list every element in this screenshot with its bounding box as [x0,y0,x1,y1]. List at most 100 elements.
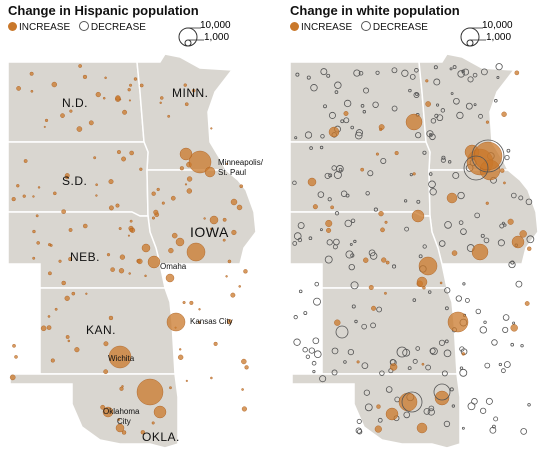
increase-circle [122,109,128,115]
decrease-circle [365,191,370,196]
decrease-circle [311,360,317,366]
increase-circle [182,301,186,304]
increase-circle [405,113,423,131]
decrease-circle [319,375,327,383]
decrease-circle [428,180,436,189]
decrease-circle [350,125,354,130]
increase-circle [127,88,131,92]
increase-circle [183,83,187,87]
decrease-circle [319,145,324,150]
increase-circle [185,379,188,382]
increase-circle [511,235,525,249]
decrease-circle [293,315,298,320]
decrease-circle [465,102,473,110]
decrease-circle [463,155,489,181]
hispanic-change-circles [9,64,249,435]
increase-circle [140,430,145,435]
decrease-circle [472,72,478,78]
increase-circle [121,430,127,435]
increase-circle [446,192,458,204]
size-scale: 10,000 1,000 [176,20,256,50]
decrease-circle [433,65,438,70]
decrease-circle [452,171,460,179]
decrease-circle [297,222,305,229]
decrease-circle [324,172,331,179]
increase-circle [153,209,159,215]
increase-circle [434,390,450,406]
decrease-circle [379,370,385,376]
decrease-circle [340,119,345,124]
increase-circle [160,96,164,100]
increase-circle [241,406,247,412]
decrease-circle [304,131,313,139]
decrease-circle [429,132,433,137]
increase-circle [363,257,369,263]
decrease-swatch [78,21,89,31]
increase-circle [412,172,416,176]
increase-circle [239,184,244,189]
increase-circle [507,218,514,225]
increase-circle [121,385,124,388]
increase-circle [186,176,193,182]
increase-circle [209,227,213,231]
increase-circle [76,126,83,132]
increase-circle [343,111,349,116]
scale-small-label: 1,000 [486,32,512,43]
decrease-circle [363,389,370,396]
decrease-circle [343,117,350,124]
increase-circle [510,324,518,332]
increase-circle [61,209,66,214]
decrease-circle [335,325,349,339]
increase-circle [159,101,162,104]
increase-circle [425,79,429,83]
increase-circle [102,406,114,418]
decrease-circle [349,242,353,246]
legend: INCREASE DECREASE [8,21,146,33]
decrease-circle [459,368,468,377]
decrease-circle [376,306,383,313]
increase-circle [385,407,399,421]
increase-circle [230,198,238,206]
increase-circle [50,358,55,363]
decrease-circle [375,70,380,75]
decrease-circle [414,68,419,73]
decrease-circle [478,113,483,119]
increase-circle [133,77,138,81]
increase-circle [44,118,49,123]
decrease-circle [467,76,474,83]
decrease-circle [336,165,344,173]
decrease-circle [497,239,505,247]
increase-circle [385,260,390,265]
increase-circle [381,257,387,263]
increase-circle [16,86,21,91]
increase-circle [203,217,206,220]
decrease-circle [422,150,427,155]
increase-circle [231,229,237,236]
increase-circle [117,418,120,421]
increase-circle [179,147,193,161]
increase-circle [151,216,155,220]
increase-circle [213,341,218,346]
decrease-circle [502,314,510,321]
increase-circle [227,259,232,264]
decrease-circle [309,146,313,150]
decrease-circle [429,133,436,141]
increase-circle [35,214,39,218]
decrease-circle [401,69,409,77]
decrease-circle [415,92,419,96]
decrease-circle [310,84,318,92]
states-land [289,53,539,449]
increase-circle [360,167,365,172]
increase-circle [47,315,51,318]
increase-circle [330,205,334,210]
decrease-circle [409,173,413,177]
decrease-circle [453,97,460,105]
increase-circle [485,120,490,124]
increase-circle [379,127,383,132]
increase-circle [210,376,213,380]
increase-circle [121,156,126,162]
increase-circle [394,151,399,156]
decrease-circle [480,68,488,76]
decrease-circle [467,402,476,411]
decrease-circle [422,244,427,249]
